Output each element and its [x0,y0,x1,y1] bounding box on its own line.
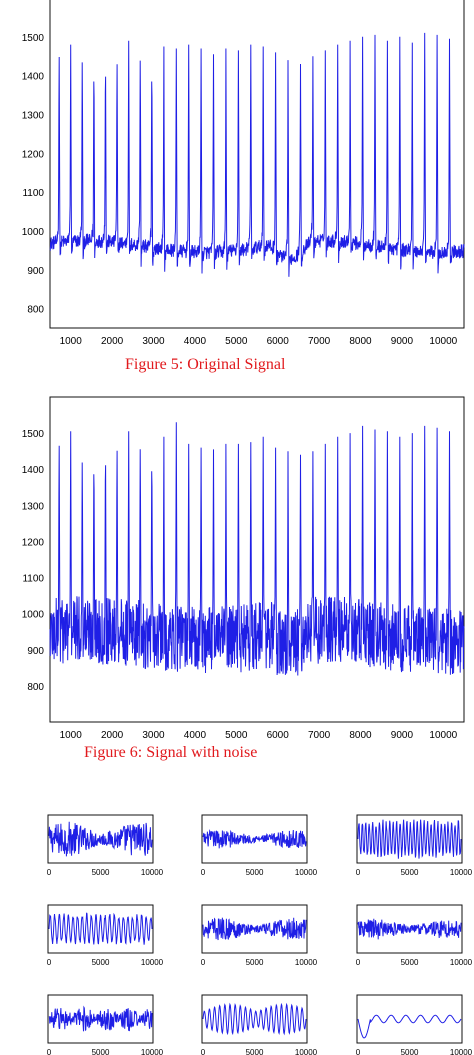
y-tick-label: 1100 [22,574,44,585]
subplot-x-tick-label: 10000 [450,868,473,877]
subplot-x-tick-label: 0 [201,868,206,877]
x-tick-label: 3000 [142,730,165,741]
x-tick-labels: 1000 2000 3000 4000 5000 6000 7000 8000 9000 1000… [60,336,458,347]
subplot-x-tick-label: 5000 [401,1048,419,1055]
subplot-x-tick-label: 10000 [295,868,318,877]
subplot-x-tick-label: 10000 [450,958,473,967]
subplot-x-tick-label: 5000 [92,958,110,967]
subplot-x-tick-label: 5000 [246,1048,264,1055]
x-tick-label: 1000 [60,730,83,741]
x-tick-label: 3000 [142,336,165,347]
x-tick-label: 4000 [184,336,207,347]
subplot-x-tick-label: 0 [201,1048,206,1055]
subplot-signal-line [202,917,307,941]
y-tick-label: 1000 [22,227,45,238]
x-tick-label: 7000 [308,336,331,347]
subplot-x-tick-label: 5000 [246,868,264,877]
x-tick-label: 2000 [101,336,124,347]
subplot-x-tick-label: 0 [47,868,52,877]
plot-frame [49,0,465,329]
y-tick-label: 800 [27,682,44,693]
decomposition-subplots: 0 5000 10000 0 5000 10000 0 5000 10000 0 5000 10000… [47,814,473,1055]
subplot-signal-line [202,829,307,849]
subplot-panel: 0 5000 10000 [47,904,164,967]
y-tick-label: 900 [27,266,44,277]
subplot-x-tick-label: 10000 [141,1048,164,1055]
x-tick-label: 8000 [349,730,372,741]
signal-line [49,32,465,277]
subplot-x-tick-label: 0 [201,958,206,967]
subplot-signal-line [48,912,153,945]
y-tick-label: 800 [27,305,44,316]
subplot-x-tick-label: 5000 [401,958,419,967]
subplot-signal-line [48,821,153,857]
x-tick-label: 6000 [267,336,290,347]
y-tick-label: 1400 [22,72,45,83]
y-tick-label: 1300 [22,501,45,512]
figure-caption: Figure 5: Original Signal [125,356,286,373]
x-tick-label: 4000 [184,730,207,741]
x-tick-label: 8000 [349,336,372,347]
x-tick-label: 6000 [267,730,290,741]
figure-caption: Figure 6: Signal with noise [84,744,257,761]
y-tick-label: 1500 [22,33,45,44]
subplot-panel: 0 5000 10000 [47,994,164,1055]
subplot-signal-line [357,918,462,940]
subplot-panel: 0 5000 10000 [356,814,473,877]
x-tick-label: 10000 [429,336,457,347]
subplot-x-tick-label: 10000 [141,868,164,877]
subplot-x-tick-label: 10000 [141,958,164,967]
y-tick-label: 1000 [22,610,45,621]
x-tick-label: 9000 [391,336,414,347]
x-tick-label: 5000 [225,730,248,741]
y-tick-label: 1100 [22,188,44,199]
subplot-x-tick-label: 5000 [92,868,110,877]
y-tick-label: 1400 [22,465,45,476]
x-tick-label: 2000 [101,730,124,741]
x-tick-label: 7000 [308,730,331,741]
subplot-signal-line [357,1014,462,1039]
subplot-signal-line [202,1002,307,1036]
subplot-x-tick-label: 5000 [401,868,419,877]
subplot-x-tick-label: 5000 [246,958,264,967]
y-tick-labels: 800 900 1000 1100 1200 1300 1400 1500 [22,429,45,693]
y-tick-label: 1300 [22,110,45,121]
subplot-x-tick-label: 10000 [295,1048,318,1055]
x-tick-label: 9000 [391,730,414,741]
subplot-panel: 0 5000 10000 [47,814,164,877]
subplot-signal-line [357,819,462,859]
subplot-x-tick-label: 0 [47,958,52,967]
noisy-signal-chart: 800 900 1000 1100 1200 1300 1400 1500 1000 2000 3… [22,396,465,761]
y-tick-label: 1200 [22,537,45,548]
signal-line [49,422,465,676]
y-tick-label: 900 [27,646,44,657]
subplot-x-tick-label: 5000 [92,1048,110,1055]
y-tick-labels: 800 900 1000 1100 1200 1300 1400 1500 [22,33,45,316]
subplot-panel: 0 5000 10000 [201,994,318,1055]
x-tick-label: 1000 [60,336,83,347]
subplot-frame [47,904,154,954]
y-tick-label: 1500 [22,429,45,440]
original-signal-chart: 800 900 1000 1100 1200 1300 1400 1500 1000 2000 3… [22,0,465,373]
subplot-x-tick-label: 0 [356,868,361,877]
subplot-signal-line [48,1005,153,1032]
subplot-panel: 0 5000 10000 [201,904,318,967]
subplot-x-tick-label: 0 [356,958,361,967]
subplot-panel: 0 5000 10000 [201,814,318,877]
subplot-x-tick-label: 0 [47,1048,52,1055]
subplot-x-tick-label: 10000 [450,1048,473,1055]
x-tick-label: 10000 [429,730,457,741]
subplot-x-tick-label: 0 [356,1048,361,1055]
plot-frame [49,396,465,723]
x-tick-labels: 1000 2000 3000 4000 5000 6000 7000 8000 9000 1000… [60,730,458,741]
subplot-panel: 0 5000 10000 [356,994,473,1055]
subplot-x-tick-label: 10000 [295,958,318,967]
subplot-panel: 0 5000 10000 [356,904,473,967]
y-tick-label: 1200 [22,149,45,160]
x-tick-label: 5000 [225,336,248,347]
